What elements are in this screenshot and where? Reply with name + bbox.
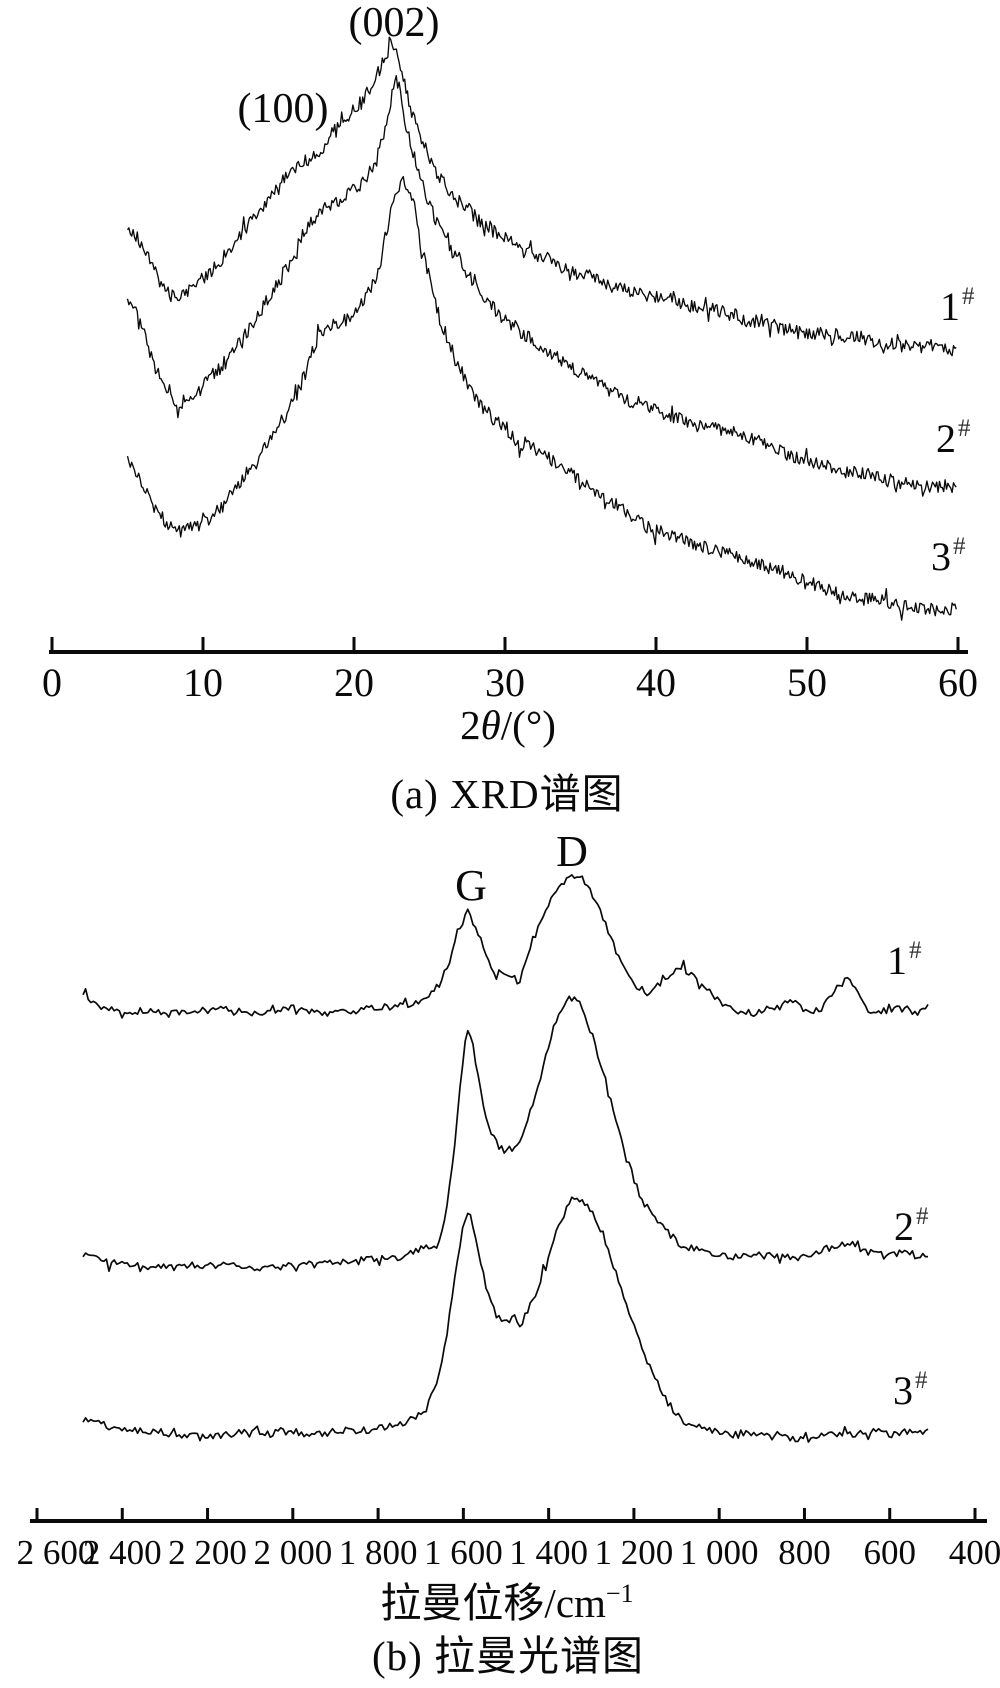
- xrd-x-tick-label: 0: [42, 660, 62, 705]
- raman-peak-label-d: D: [556, 827, 588, 876]
- xrd-peak-label-002: (002): [348, 0, 440, 46]
- raman-x-tick-label: 2 000: [253, 1533, 332, 1572]
- xrd-curve-label-1-sup: #: [962, 283, 975, 310]
- xrd-x-axis-title-suffix: /(°): [500, 702, 556, 748]
- xrd-peak-label-100: (100): [237, 86, 329, 132]
- raman-x-tick-label: 2 600: [17, 1533, 96, 1572]
- xrd-curve-label-3-sup: #: [953, 533, 966, 560]
- raman-x-axis-title-sup: −1: [605, 1579, 634, 1608]
- xrd-x-axis-title-prefix: 2: [460, 702, 481, 748]
- raman-curve-label-2: 2#: [894, 1204, 929, 1249]
- xrd-x-tick-label: 10: [183, 660, 223, 705]
- raman-x-tick-label: 600: [863, 1533, 916, 1572]
- xrd-curve-3: [126, 175, 957, 621]
- raman-x-tick-label: 2 400: [83, 1533, 162, 1572]
- raman-x-tick-label: 800: [778, 1533, 831, 1572]
- xrd-x-tick-label: 30: [485, 660, 525, 705]
- xrd-curve-label-2-sup: #: [958, 415, 971, 442]
- xrd-x-tick-label: 60: [938, 660, 978, 705]
- raman-curve-label-1-text: 1: [887, 938, 907, 983]
- raman-curve-label-1-sup: #: [909, 937, 922, 964]
- raman-x-axis-title-base: 拉曼位移/cm: [380, 1580, 606, 1626]
- xrd-x-axis-title: 2θ/(°): [460, 705, 556, 746]
- xrd-curve-2: [126, 75, 957, 497]
- raman-curve-label-3-sup: #: [915, 1367, 928, 1394]
- xrd-curve-label-1: 1#: [940, 284, 975, 329]
- xrd-curve-label-2-text: 2: [936, 416, 956, 461]
- raman-x-axis-title: 拉曼位移/cm−1: [380, 1580, 633, 1626]
- raman-curve-label-3: 3#: [893, 1368, 928, 1413]
- xrd-caption: (a) XRD谱图: [390, 771, 624, 817]
- raman-x-tick-label: 1 800: [339, 1533, 418, 1572]
- raman-curve-label-2-text: 2: [894, 1204, 914, 1249]
- xrd-curve-label-1-text: 1: [940, 284, 960, 329]
- xrd-curve-1: [126, 36, 957, 357]
- xrd-x-tick-label: 40: [636, 660, 676, 705]
- raman-curve-1: [82, 874, 929, 1019]
- raman-x-tick-label: 1 600: [424, 1533, 503, 1572]
- xrd-x-tick-label: 20: [334, 660, 374, 705]
- raman-x-tick-label: 1 400: [509, 1533, 588, 1572]
- raman-curve-label-2-sup: #: [916, 1203, 929, 1230]
- raman-curve-3: [82, 1196, 929, 1443]
- raman-x-tick-label: 2 200: [168, 1533, 247, 1572]
- xrd-curve-label-2: 2#: [936, 416, 971, 461]
- raman-caption: (b) 拉曼光谱图: [371, 1633, 645, 1679]
- xrd-curve-label-3: 3#: [931, 534, 966, 579]
- raman-curve-2: [82, 995, 929, 1273]
- raman-curve-label-1: 1#: [887, 938, 922, 983]
- xrd-curve-label-3-text: 3: [931, 534, 951, 579]
- xrd-x-axis-title-theta: θ: [480, 702, 501, 748]
- raman-curve-label-3-text: 3: [893, 1368, 913, 1413]
- raman-x-tick-label: 400: [949, 1533, 1000, 1572]
- raman-x-tick-label: 1 000: [680, 1533, 759, 1572]
- raman-x-tick-label: 1 200: [595, 1533, 674, 1572]
- xrd-x-tick-label: 50: [787, 660, 827, 705]
- raman-peak-label-g: G: [455, 861, 487, 910]
